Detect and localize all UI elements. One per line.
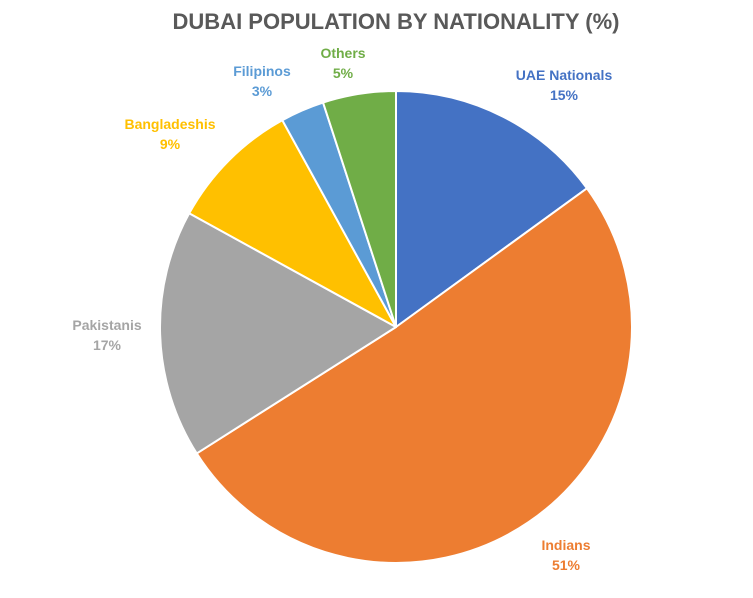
slice-label-filipinos: Filipinos 3% (233, 63, 291, 99)
slice-label-bangladeshis: Bangladeshis 9% (124, 116, 215, 152)
slice-name-bangladeshis: Bangladeshis (124, 116, 215, 132)
pie-slice-bangladeshis (188, 119, 397, 328)
slice-label-uae-nationals: UAE Nationals 15% (516, 67, 613, 103)
slice-value-indians: 51% (552, 557, 581, 573)
slice-name-pakistanis: Pakistanis (72, 317, 141, 333)
pie-slice-indians (195, 187, 633, 564)
slice-name-uae-nationals: UAE Nationals (516, 67, 613, 83)
slice-labels: UAE Nationals 15% Indians 51% Pakistanis 17% B… (72, 45, 612, 573)
chart-title: DUBAI POPULATION BY NATIONALITY (%) (173, 9, 620, 34)
slice-value-others: 5% (333, 65, 354, 81)
slice-name-indians: Indians (541, 537, 590, 553)
pie-slice-others (322, 90, 397, 328)
slice-label-pakistanis: Pakistanis 17% (72, 317, 141, 353)
pie-slices (159, 90, 633, 564)
slice-name-filipinos: Filipinos (233, 63, 291, 79)
slice-value-bangladeshis: 9% (160, 136, 181, 152)
pie-slice-uae-nationals (395, 90, 588, 328)
slice-label-indians: Indians 51% (541, 537, 590, 573)
slice-value-filipinos: 3% (252, 83, 273, 99)
slice-label-others: Others 5% (320, 45, 365, 81)
pie-slice-pakistanis (159, 212, 397, 455)
slice-value-uae-nationals: 15% (550, 87, 579, 103)
slice-value-pakistanis: 17% (93, 337, 122, 353)
slice-name-others: Others (320, 45, 365, 61)
